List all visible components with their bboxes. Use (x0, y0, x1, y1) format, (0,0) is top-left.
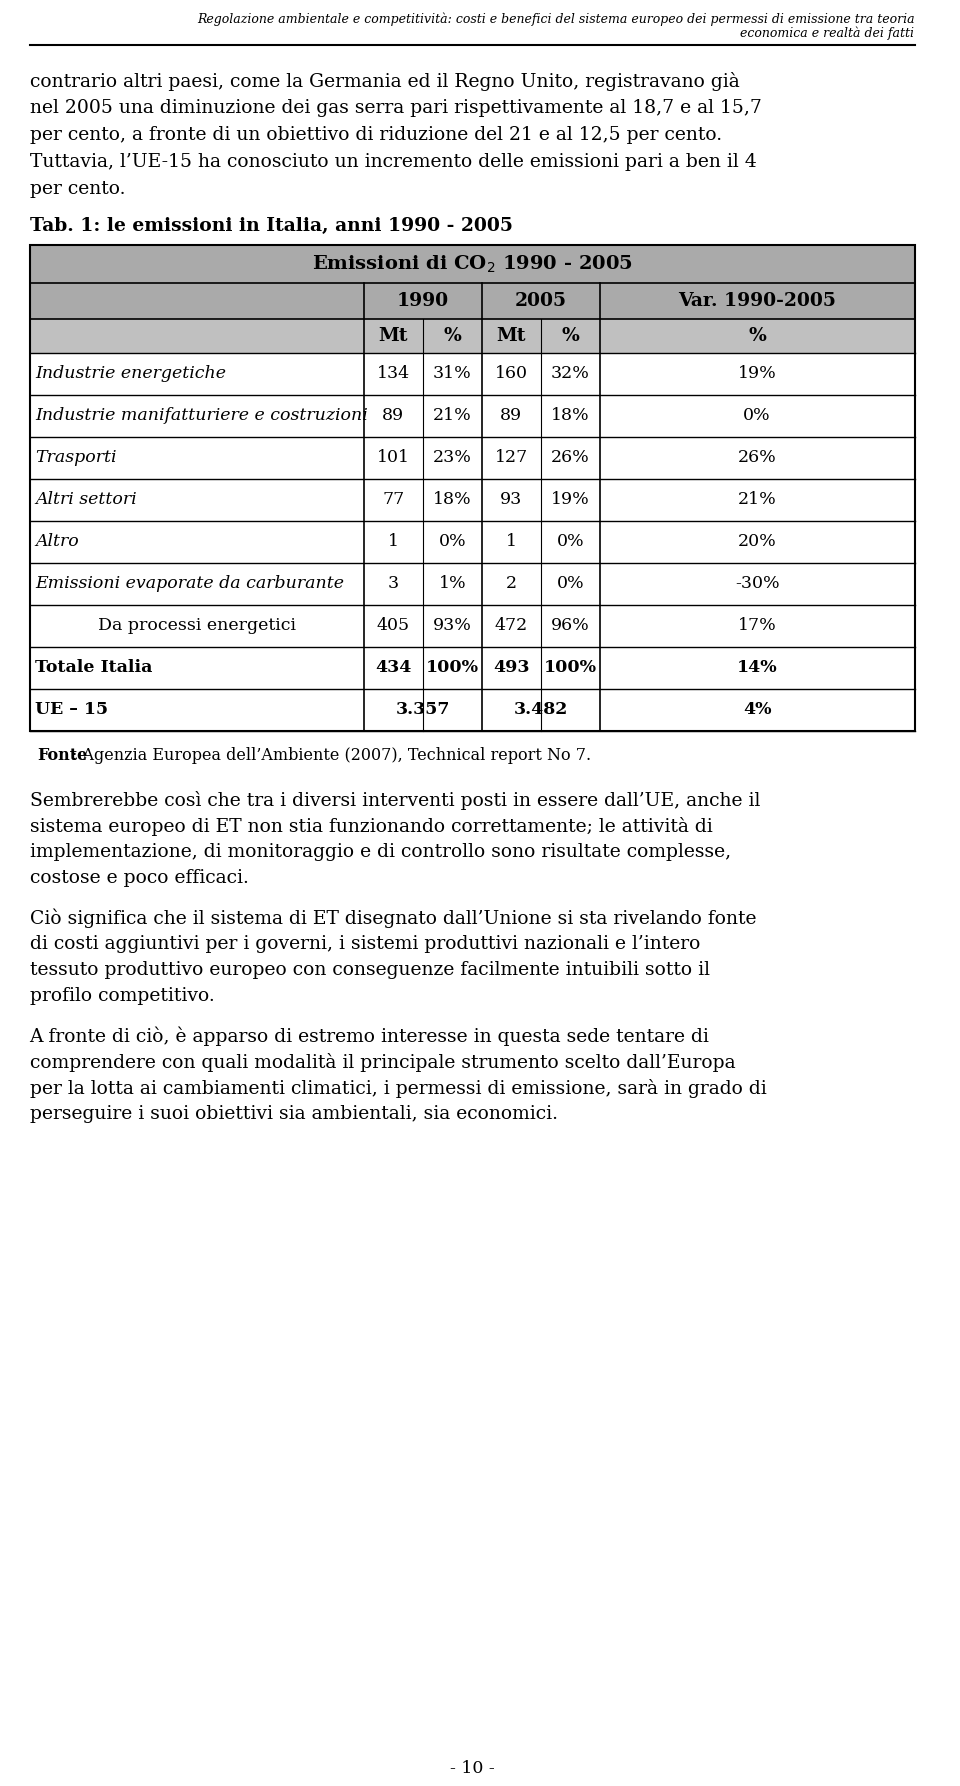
Text: 405: 405 (376, 618, 410, 634)
Text: 1%: 1% (439, 575, 467, 593)
Text: 89: 89 (382, 407, 404, 425)
Text: economica e realtà dei fatti: economica e realtà dei fatti (740, 27, 915, 39)
Text: 127: 127 (494, 450, 528, 466)
Text: per cento, a fronte di un obiettivo di riduzione del 21 e al 12,5 per cento.: per cento, a fronte di un obiettivo di r… (30, 127, 722, 145)
Text: 77: 77 (382, 491, 404, 509)
Text: per la lotta ai cambiamenti climatici, i permessi di emissione, sarà in grado di: per la lotta ai cambiamenti climatici, i… (30, 1079, 766, 1098)
Text: 23%: 23% (433, 450, 471, 466)
Text: per cento.: per cento. (30, 180, 125, 198)
Bar (30, 522, 915, 563)
Text: A fronte di ciò, è apparso di estremo interesse in questa sede tentare di: A fronte di ciò, è apparso di estremo in… (30, 1027, 709, 1047)
Text: costose e poco efficaci.: costose e poco efficaci. (30, 870, 249, 888)
Text: nel 2005 una diminuzione dei gas serra pari rispettivamente al 18,7 e al 15,7: nel 2005 una diminuzione dei gas serra p… (30, 98, 761, 118)
Text: Var. 1990-2005: Var. 1990-2005 (678, 291, 836, 311)
Bar (30, 320, 915, 354)
Text: Regolazione ambientale e competitività: costi e benefici del sistema europeo dei: Regolazione ambientale e competitività: … (197, 13, 915, 25)
Text: : Agenzia Europea dell’Ambiente (2007), Technical report No 7.: : Agenzia Europea dell’Ambiente (2007), … (72, 747, 591, 764)
Text: Ciò significa che il sistema di ET disegnato dall’Unione si sta rivelando fonte: Ciò significa che il sistema di ET diseg… (30, 909, 756, 929)
Text: Mt: Mt (378, 327, 408, 345)
Text: Tuttavia, l’UE-15 ha conosciuto un incremento delle emissioni pari a ben il 4: Tuttavia, l’UE-15 ha conosciuto un incre… (30, 154, 756, 171)
Text: 3.482: 3.482 (514, 702, 568, 718)
Bar (30, 563, 915, 605)
Text: 100%: 100% (543, 659, 597, 677)
Text: 26%: 26% (551, 450, 589, 466)
Text: 134: 134 (376, 366, 410, 382)
Bar (30, 354, 915, 395)
Text: Altri settori: Altri settori (36, 491, 137, 509)
Text: - 10 -: - 10 - (449, 1759, 494, 1777)
Text: 21%: 21% (738, 491, 777, 509)
Text: 472: 472 (494, 618, 528, 634)
Text: Altro: Altro (36, 534, 79, 550)
Text: 89: 89 (500, 407, 522, 425)
Text: 21%: 21% (433, 407, 471, 425)
Bar (30, 282, 915, 320)
Text: 0%: 0% (743, 407, 771, 425)
Text: Emissioni di CO$_2$ 1990 - 2005: Emissioni di CO$_2$ 1990 - 2005 (311, 254, 633, 275)
Text: 101: 101 (377, 450, 410, 466)
Text: 3.357: 3.357 (396, 702, 450, 718)
Text: sistema europeo di ET non stia funzionando correttamente; le attività di: sistema europeo di ET non stia funzionan… (30, 816, 712, 836)
Text: profilo competitivo.: profilo competitivo. (30, 988, 214, 1006)
Text: 2: 2 (506, 575, 516, 593)
Text: 100%: 100% (426, 659, 479, 677)
Text: 18%: 18% (433, 491, 471, 509)
Text: 31%: 31% (433, 366, 471, 382)
Text: di costi aggiuntivi per i governi, i sistemi produttivi nazionali e l’intero: di costi aggiuntivi per i governi, i sis… (30, 936, 700, 954)
Text: 434: 434 (375, 659, 412, 677)
Bar (30, 395, 915, 438)
Text: %: % (444, 327, 461, 345)
Text: 0%: 0% (439, 534, 467, 550)
Text: Fonte: Fonte (37, 747, 87, 764)
Bar (30, 438, 915, 479)
Text: 96%: 96% (551, 618, 589, 634)
Text: UE – 15: UE – 15 (36, 702, 108, 718)
Text: 3: 3 (388, 575, 399, 593)
Bar (30, 479, 915, 522)
Text: 17%: 17% (738, 618, 777, 634)
Text: Totale Italia: Totale Italia (36, 659, 153, 677)
Text: 14%: 14% (737, 659, 778, 677)
Bar (30, 245, 915, 730)
Text: %: % (748, 327, 766, 345)
Text: 26%: 26% (738, 450, 777, 466)
Text: 493: 493 (493, 659, 530, 677)
Text: Da processi energetici: Da processi energetici (98, 618, 296, 634)
Text: 19%: 19% (551, 491, 589, 509)
Bar (30, 245, 915, 282)
Text: comprendere con quali modalità il principale strumento scelto dall’Europa: comprendere con quali modalità il princi… (30, 1054, 735, 1072)
Text: Trasporti: Trasporti (36, 450, 117, 466)
Text: 20%: 20% (738, 534, 777, 550)
Text: Industrie manifatturiere e costruzioni: Industrie manifatturiere e costruzioni (36, 407, 368, 425)
Text: Industrie energetiche: Industrie energetiche (36, 366, 227, 382)
Text: 1990: 1990 (396, 291, 449, 311)
Text: 0%: 0% (557, 575, 584, 593)
Text: Mt: Mt (496, 327, 526, 345)
Text: 160: 160 (494, 366, 528, 382)
Text: 0%: 0% (557, 534, 584, 550)
Text: 2005: 2005 (515, 291, 566, 311)
Text: Sembrerebbe così che tra i diversi interventi posti in essere dall’UE, anche il: Sembrerebbe così che tra i diversi inter… (30, 791, 760, 811)
Text: Emissioni evaporate da carburante: Emissioni evaporate da carburante (36, 575, 345, 593)
Text: -30%: -30% (734, 575, 780, 593)
Text: Tab. 1: le emissioni in Italia, anni 1990 - 2005: Tab. 1: le emissioni in Italia, anni 199… (30, 218, 513, 236)
Bar (30, 689, 915, 730)
Text: %: % (562, 327, 579, 345)
Text: 19%: 19% (738, 366, 777, 382)
Text: 4%: 4% (743, 702, 772, 718)
Text: 93%: 93% (433, 618, 471, 634)
Text: tessuto produttivo europeo con conseguenze facilmente intuibili sotto il: tessuto produttivo europeo con conseguen… (30, 961, 709, 979)
Text: 93: 93 (500, 491, 522, 509)
Text: 32%: 32% (551, 366, 589, 382)
Bar (30, 647, 915, 689)
Text: 18%: 18% (551, 407, 589, 425)
Text: 1: 1 (506, 534, 516, 550)
Text: perseguire i suoi obiettivi sia ambientali, sia economici.: perseguire i suoi obiettivi sia ambienta… (30, 1106, 558, 1123)
Text: contrario altri paesi, come la Germania ed il Regno Unito, registravano già: contrario altri paesi, come la Germania … (30, 71, 739, 91)
Text: implementazione, di monitoraggio e di controllo sono risultate complesse,: implementazione, di monitoraggio e di co… (30, 843, 731, 861)
Text: 1: 1 (388, 534, 398, 550)
Bar (30, 605, 915, 647)
